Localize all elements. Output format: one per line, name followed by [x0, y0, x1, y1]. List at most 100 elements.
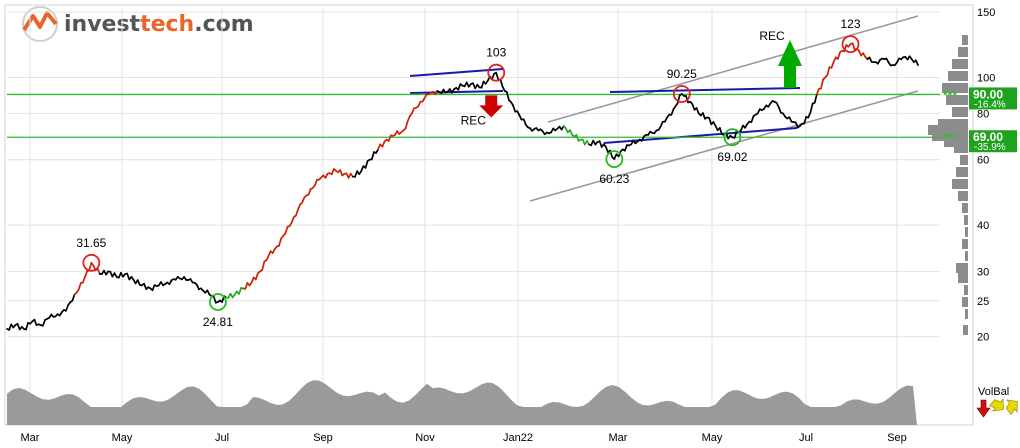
- volbal-down-arrow-icon: [976, 399, 991, 418]
- y-tick-label: 25: [977, 296, 989, 308]
- top-marker-circle: [672, 85, 691, 103]
- price-segment: [605, 146, 609, 154]
- price-segment: [691, 103, 696, 111]
- price-segment: [480, 80, 485, 89]
- price-series: [6, 42, 919, 331]
- level-value: 90.00: [973, 87, 1003, 101]
- volbal-neutral-arrow-icon: [989, 398, 1004, 412]
- price-segment: [830, 61, 835, 69]
- price-segment: [499, 78, 504, 88]
- pattern-bottom-line: [603, 127, 798, 144]
- price-segment: [809, 102, 814, 114]
- price-segment: [457, 83, 462, 91]
- logo-ring: [22, 6, 58, 42]
- volbal-label: VolBal: [978, 386, 1009, 398]
- y-tick-label: 40: [977, 220, 989, 232]
- price-segment: [136, 279, 141, 286]
- volume-profile-bar: [956, 167, 968, 177]
- volume-profile-bar: [960, 155, 968, 165]
- y-axis: 20 25 30 40 60 80 100 150: [977, 7, 995, 344]
- price-segment: [505, 91, 510, 101]
- price-segment: [297, 203, 301, 211]
- x-tick-label: Jan22: [503, 432, 533, 444]
- price-segment: [659, 120, 664, 128]
- price-segment: [670, 108, 675, 116]
- price-segment: [25, 322, 29, 331]
- level-box: [969, 130, 1017, 153]
- price-segment: [301, 196, 306, 204]
- investtech-logo[interactable]: investtech.com: [22, 6, 254, 42]
- price-segment: [495, 71, 500, 81]
- volume-profile-bar: [962, 35, 968, 45]
- level-labels: *** 90.00-16.4% *** 69.00-35.9%: [943, 87, 1017, 153]
- price-segment: [290, 216, 295, 224]
- price-segment: [708, 117, 713, 126]
- price-segment: [733, 130, 738, 139]
- price-segment: [695, 107, 700, 115]
- level-stars: ***: [943, 131, 957, 145]
- price-segment: [491, 72, 495, 80]
- price-segment: [803, 116, 808, 125]
- extreme-markers: 31.65 24.81 103 60.23 90.25 69.02 123: [76, 17, 861, 329]
- volume-profile-bar: [962, 297, 968, 307]
- price-segment: [295, 208, 299, 217]
- volume-balance-indicator: VolBal: [976, 386, 1018, 418]
- extreme-value-label: 103: [486, 46, 506, 60]
- logo-zigzag-icon: [22, 11, 58, 32]
- level-box: [969, 87, 1017, 110]
- price-segment: [244, 282, 249, 290]
- channel-upper-line: [547, 15, 919, 123]
- pattern-bottom-line: [409, 90, 504, 94]
- volume-profile-bar: [938, 119, 968, 129]
- price-segment: [624, 144, 628, 152]
- buy-signal-arrow-icon: [778, 40, 802, 88]
- price-segment: [777, 106, 782, 114]
- price-segment: [364, 160, 369, 169]
- price-segment: [77, 282, 82, 291]
- price-segment: [575, 134, 580, 142]
- price-segment: [278, 237, 282, 247]
- level-percent: -35.9%: [974, 142, 1006, 153]
- extreme-value-label: 90.25: [667, 67, 697, 81]
- price-segment: [195, 283, 200, 291]
- extreme-value-label: 24.81: [203, 315, 233, 329]
- volume-profile-bar: [942, 83, 968, 93]
- price-segment: [261, 260, 266, 271]
- price-segment: [71, 293, 76, 302]
- channel-lower-line: [529, 90, 919, 202]
- y-tick-label: 100: [977, 72, 995, 84]
- price-segment: [82, 276, 86, 284]
- volume-profile-bar: [946, 95, 968, 105]
- level-value: 69.00: [973, 130, 1003, 144]
- price-segment: [411, 107, 415, 115]
- y-tick-label: 80: [977, 108, 989, 120]
- volume-profile-bar: [962, 239, 968, 249]
- x-axis: Mar May Jul Sep Nov Jan22 Mar May Jul Sep: [21, 432, 907, 444]
- price-segment: [212, 295, 217, 304]
- support-resistance-levels: [7, 93, 940, 138]
- volume-profile-bar: [958, 47, 968, 57]
- price-segment: [33, 318, 38, 326]
- volume-profile-bar: [964, 285, 968, 295]
- price-segment: [381, 140, 386, 148]
- y-tick-label: 60: [977, 155, 989, 167]
- sell-signal-arrow-icon: [479, 95, 504, 118]
- price-segment: [512, 104, 517, 113]
- volume-profile-bar: [958, 273, 968, 283]
- top-marker-circle: [487, 63, 506, 82]
- volume-profile-bar: [965, 251, 968, 261]
- volume-profile-bar: [965, 227, 968, 237]
- x-tick-label: Jul: [799, 432, 813, 444]
- volume-fill: [7, 380, 917, 425]
- extreme-value-label: 31.65: [76, 236, 106, 250]
- x-tick-label: May: [702, 432, 723, 444]
- extreme-value-label: 123: [841, 17, 861, 31]
- price-segment: [307, 188, 312, 196]
- x-tick-label: Sep: [313, 432, 333, 444]
- price-segment: [826, 66, 831, 77]
- volume-area: [7, 380, 917, 425]
- volume-profile-bar: [932, 131, 968, 141]
- sell-signal-label: REC: [461, 113, 487, 127]
- x-tick-label: Mar: [21, 432, 40, 444]
